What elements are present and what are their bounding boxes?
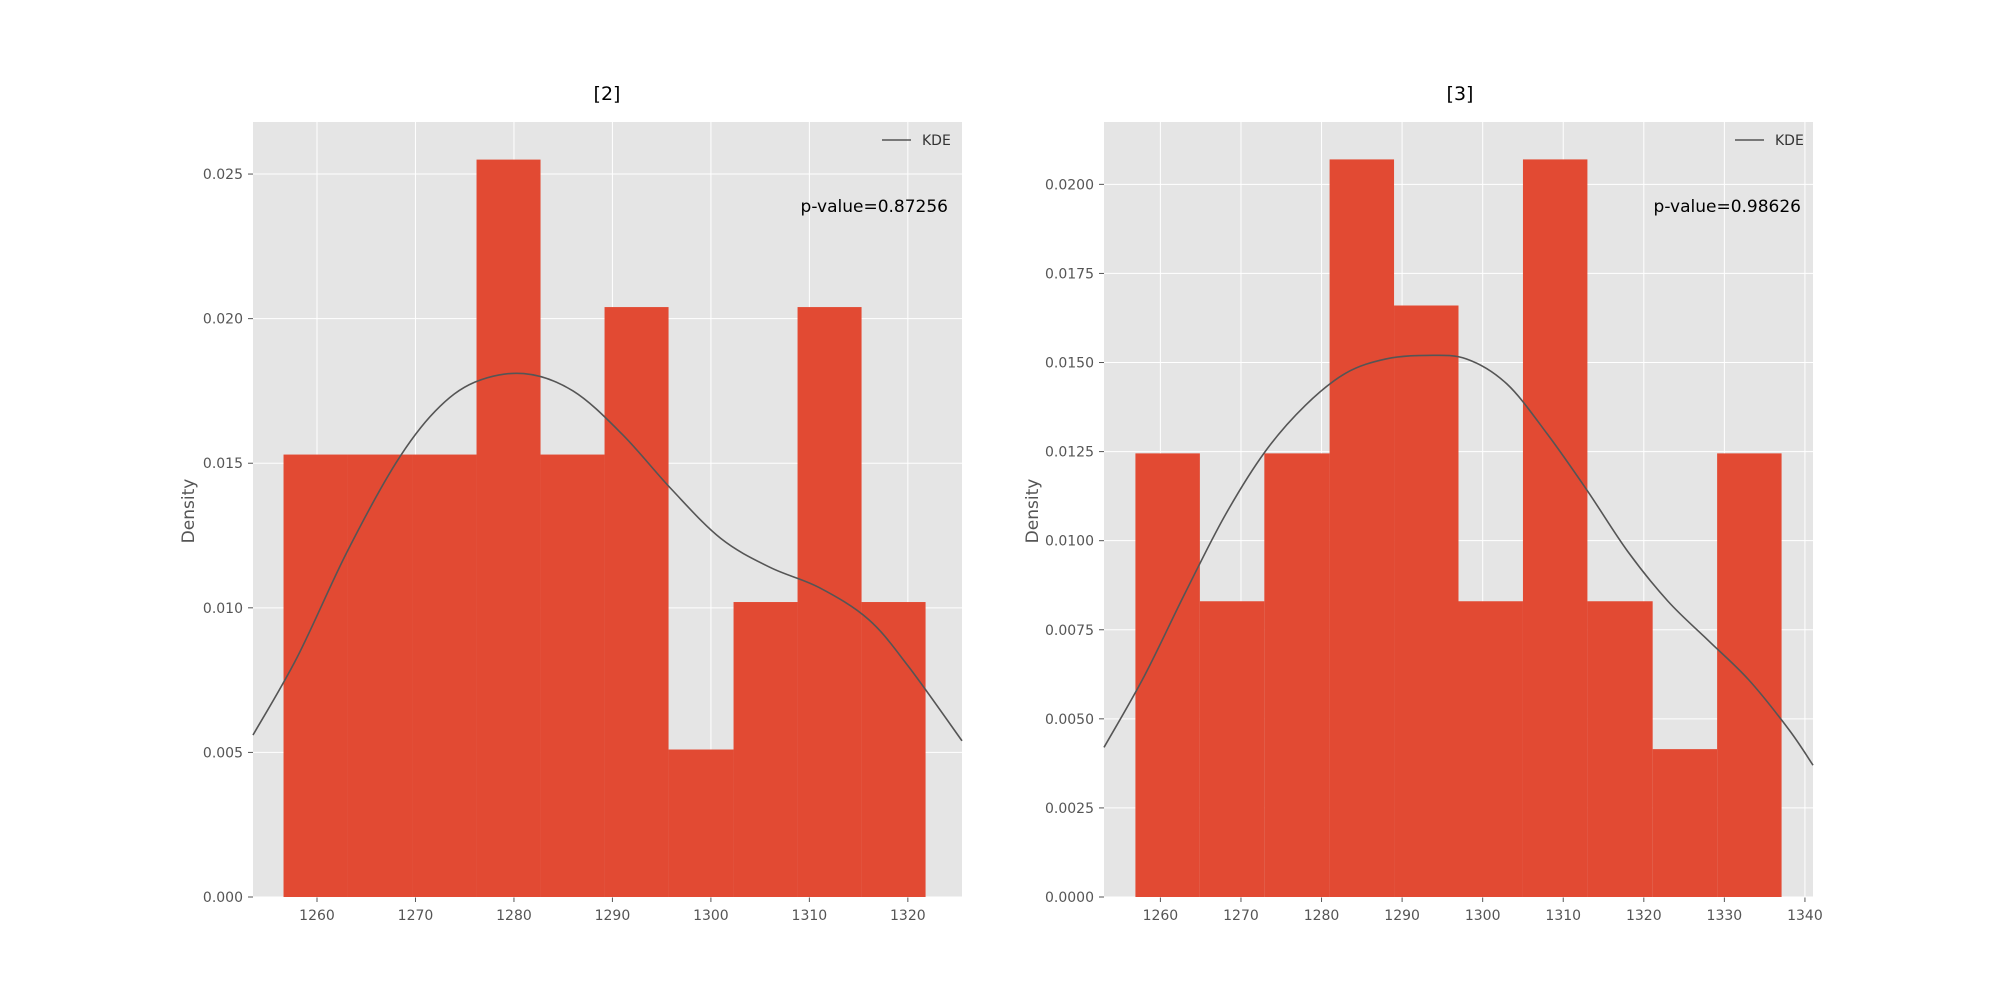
- panel-1-histogram-bar: [797, 307, 862, 898]
- panel-2-y-tick-label: 0.0100: [1045, 534, 1094, 550]
- panel-2-legend: KDE: [1735, 133, 1804, 149]
- panel-2-y-tick-label: 0.0175: [1045, 266, 1094, 282]
- panel-1-y-tick-label: 0.010: [203, 601, 243, 617]
- panel-1-x-tick-label: 1290: [595, 908, 631, 924]
- panel-1-histogram-bar: [540, 454, 605, 897]
- panel-1-histogram-bar: [861, 602, 926, 897]
- panel-1-histogram-bar: [347, 454, 413, 897]
- panel-2-histogram-bar: [1522, 159, 1588, 897]
- panel-1-x-tick-label: 1300: [693, 908, 729, 924]
- panel-2-histogram-bar: [1458, 601, 1523, 897]
- panel-1-histogram-bar: [604, 307, 669, 898]
- panel-2-pvalue-annotation: p-value=0.98626: [1654, 197, 1801, 217]
- panel-2-histogram-bar: [1329, 159, 1395, 897]
- panel-2-y-tick-label: 0.0075: [1045, 623, 1094, 639]
- panel-1-histogram-bar: [668, 749, 734, 897]
- histogram-panel-1: 1260 1270 1280 1290 1300 1310 1320 0.000 0.005 0.…: [179, 83, 963, 924]
- panel-2-histogram-bar: [1199, 601, 1265, 897]
- panel-2-histogram-bar: [1717, 453, 1782, 897]
- panel-1-pvalue-annotation: p-value=0.87256: [801, 197, 948, 217]
- panel-2-x-tick-label: 1310: [1545, 908, 1581, 924]
- panel-1-histogram-bar: [476, 159, 541, 898]
- panel-2-x-tick-label: 1340: [1787, 908, 1823, 924]
- panel-1-histogram-bar: [733, 602, 798, 897]
- panel-2-histogram-bar: [1652, 749, 1718, 897]
- panel-2-y-tick-label: 0.0050: [1045, 712, 1094, 728]
- panel-1-histogram-bar: [412, 454, 477, 897]
- panel-1-y-tick-label: 0.000: [203, 890, 243, 906]
- panel-2-y-tick-label: 0.0200: [1045, 177, 1094, 193]
- panel-2-plot-layer: 1260 1270 1280 1290 1300 1310 1320 1330 1340 0.00…: [1045, 122, 1823, 924]
- panel-2-histogram-bar: [1394, 305, 1459, 897]
- panel-1-legend-label: KDE: [922, 133, 951, 149]
- panel-2-histogram-bar: [1264, 453, 1330, 897]
- panel-2-x-tick-label: 1270: [1223, 908, 1259, 924]
- panel-2-x-tick-label: 1320: [1626, 908, 1662, 924]
- panel-1-title: [2]: [594, 83, 621, 105]
- panel-1-x-tick-label: 1310: [792, 908, 828, 924]
- panel-2-histogram-bar: [1135, 453, 1200, 897]
- panel-2-x-tick-label: 1260: [1143, 908, 1179, 924]
- panel-1-x-tick-label: 1260: [299, 908, 335, 924]
- panel-2-legend-label: KDE: [1775, 133, 1804, 149]
- histogram-panel-2: 1260 1270 1280 1290 1300 1310 1320 1330 1340 0.00…: [1023, 83, 1823, 924]
- panel-2-x-tick-label: 1280: [1304, 908, 1340, 924]
- panel-2-kde-line: [1103, 354, 1814, 766]
- panel-1-kde-line: [252, 372, 963, 742]
- panel-1-x-tick-label: 1270: [398, 908, 434, 924]
- panel-2-title: [3]: [1447, 83, 1474, 105]
- panel-2-y-tick-label: 0.0125: [1045, 445, 1094, 461]
- panel-2-x-tick-label: 1300: [1465, 908, 1501, 924]
- panel-1-legend: KDE: [882, 133, 951, 149]
- panel-2-x-tick-label: 1330: [1707, 908, 1743, 924]
- panel-2-x-tick-label: 1290: [1384, 908, 1420, 924]
- panel-2-histogram-bar: [1587, 601, 1653, 897]
- panel-2-ylabel: Density: [1023, 479, 1043, 544]
- panel-1-x-tick-label: 1320: [890, 908, 926, 924]
- panel-2-y-tick-label: 0.0000: [1045, 890, 1094, 906]
- panel-1-ylabel: Density: [179, 479, 199, 544]
- panel-1-y-tick-label: 0.020: [203, 312, 243, 328]
- panel-1-y-tick-label: 0.005: [203, 745, 243, 761]
- panel-1-y-tick-label: 0.025: [203, 167, 243, 183]
- panel-2-y-tick-label: 0.0150: [1045, 356, 1094, 372]
- panel-1-x-tick-label: 1280: [496, 908, 532, 924]
- panel-2-y-tick-label: 0.0025: [1045, 801, 1094, 817]
- panel-1-plot-layer: 1260 1270 1280 1290 1300 1310 1320 0.000 0.005 0.…: [203, 122, 963, 924]
- panel-1-histogram-bar: [283, 454, 348, 897]
- panel-1-y-tick-label: 0.015: [203, 456, 243, 472]
